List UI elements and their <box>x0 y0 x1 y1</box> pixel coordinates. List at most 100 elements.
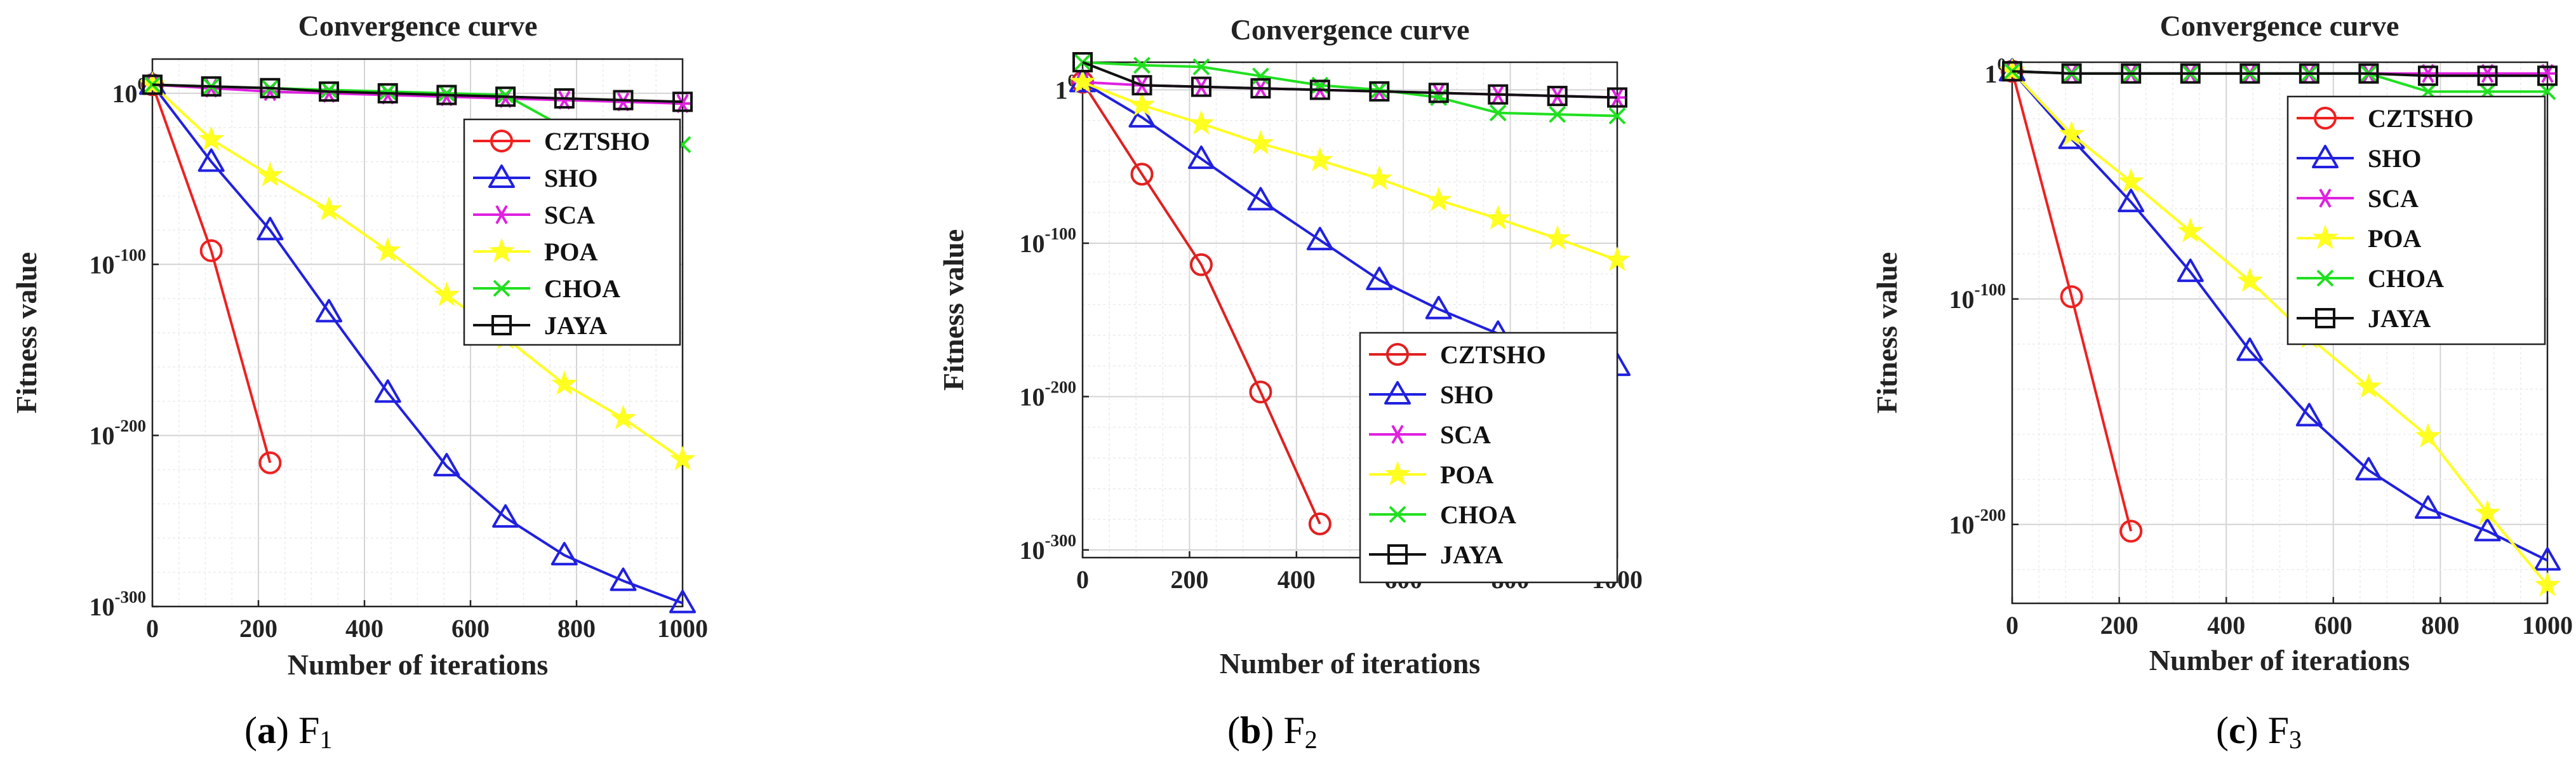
data-point <box>1187 145 1215 170</box>
legend-label: JAYA <box>2368 304 2431 333</box>
legend-entry-sca: SCA <box>2297 184 2419 213</box>
axes-frame <box>1081 61 1618 559</box>
data-point <box>1247 130 1274 155</box>
series-line <box>151 83 684 460</box>
series-line <box>1082 81 1618 262</box>
legend-entry-sho: SHO <box>1369 380 1493 409</box>
data-point <box>2121 63 2142 84</box>
legend-entry-sho: SHO <box>473 164 597 192</box>
x-tick-label: 400 <box>2207 611 2245 640</box>
data-point <box>610 405 636 430</box>
legend: CZTSHO SHO SCA POA CHOA JAYA <box>463 118 681 346</box>
legend-label: POA <box>1440 460 1494 489</box>
data-point <box>1189 253 1213 276</box>
data-point <box>551 542 578 566</box>
data-point <box>2537 65 2558 86</box>
legend-label: CHOA <box>544 274 620 303</box>
data-point <box>1307 147 1333 171</box>
data-point <box>1547 86 1568 107</box>
data-point <box>2534 572 2561 597</box>
data-point <box>377 83 398 104</box>
data-point <box>2415 422 2441 448</box>
data-point <box>1309 79 1330 100</box>
y-tick-label: 10-300 <box>90 587 147 621</box>
y-tick-label: 10-200 <box>90 417 147 450</box>
data-point <box>142 74 163 95</box>
chart-panel-3: 0 200 400 600 800 10001010-10010-200Convergen… <box>1871 10 2573 754</box>
data-point <box>1251 67 1269 85</box>
axes-frame <box>2011 61 2549 605</box>
grid <box>152 58 683 607</box>
data-point <box>492 504 519 528</box>
series-line <box>2012 70 2547 77</box>
legend-label: CHOA <box>1440 500 1516 529</box>
chart-title: Convergence curve <box>298 10 538 42</box>
data-point <box>2358 63 2379 84</box>
legend-label: POA <box>2368 224 2422 253</box>
y-tick-label: 10-300 <box>1020 531 1077 565</box>
data-point <box>316 298 343 323</box>
series-sho <box>1999 58 2561 571</box>
legend-label: JAYA <box>1440 540 1503 569</box>
x-axis-label: Number of iterations <box>1220 647 1481 680</box>
data-point <box>495 86 516 107</box>
x-tick-label: 600 <box>2314 611 2352 640</box>
data-point <box>1425 295 1452 319</box>
y-tick-label: 10-100 <box>1020 224 1077 258</box>
data-point <box>1604 246 1631 271</box>
series-line <box>151 84 683 605</box>
y-axis-label: Fitness value <box>10 252 43 413</box>
data-point <box>2118 189 2145 213</box>
data-point <box>1428 83 1449 104</box>
legend-label: POA <box>544 238 598 266</box>
legend: CZTSHO SHO SCA POA CHOA JAYA <box>1359 332 1618 584</box>
x-tick-label: 200 <box>239 614 277 643</box>
data-point <box>2477 65 2498 86</box>
data-point <box>1188 110 1215 135</box>
data-point <box>1308 512 1331 535</box>
data-point <box>1488 84 1509 105</box>
legend-label: CZTSHO <box>544 127 650 156</box>
data-point <box>2177 258 2204 283</box>
data-point <box>669 445 696 471</box>
x-tick-label: 600 <box>451 614 490 643</box>
panel-caption: (b) F2 <box>1227 709 1318 754</box>
data-point <box>1128 91 1155 117</box>
data-point <box>2299 63 2319 84</box>
series-group <box>1069 52 1631 535</box>
panel-caption: (a) F1 <box>244 709 332 754</box>
data-point <box>199 239 223 262</box>
legend-entry-poa: POA <box>473 238 598 266</box>
data-point <box>436 84 457 105</box>
panel-caption: (c) F3 <box>2216 709 2302 754</box>
data-point <box>1192 58 1210 76</box>
series-jaya <box>142 74 693 112</box>
data-point <box>613 90 634 111</box>
data-point <box>1425 186 1452 211</box>
series-line <box>2011 70 2133 532</box>
series-poa <box>1069 68 1631 271</box>
legend-label: CZTSHO <box>1440 340 1546 369</box>
legend-label: CHOA <box>2368 264 2444 293</box>
legend-box <box>1359 332 1618 584</box>
y-axis-label: Fitness value <box>937 229 970 391</box>
data-point <box>257 217 284 241</box>
legend-entry-poa: POA <box>2297 224 2422 253</box>
x-tick-label: 200 <box>1170 565 1208 594</box>
legend-label: SHO <box>1440 380 1493 409</box>
legend-entry-sca: SCA <box>473 201 595 229</box>
data-point <box>672 91 693 112</box>
data-point <box>1072 52 1093 72</box>
data-point <box>1544 225 1571 250</box>
data-point <box>2236 337 2264 361</box>
data-point <box>2418 65 2439 86</box>
data-point <box>2180 63 2201 84</box>
data-point <box>2355 373 2382 398</box>
data-point <box>2415 495 2442 519</box>
data-point <box>669 589 696 613</box>
data-point <box>610 567 637 591</box>
data-point <box>1250 78 1271 99</box>
legend-entry-choa: CHOA <box>2297 264 2444 293</box>
chart-title: Convergence curve <box>1231 13 1470 46</box>
